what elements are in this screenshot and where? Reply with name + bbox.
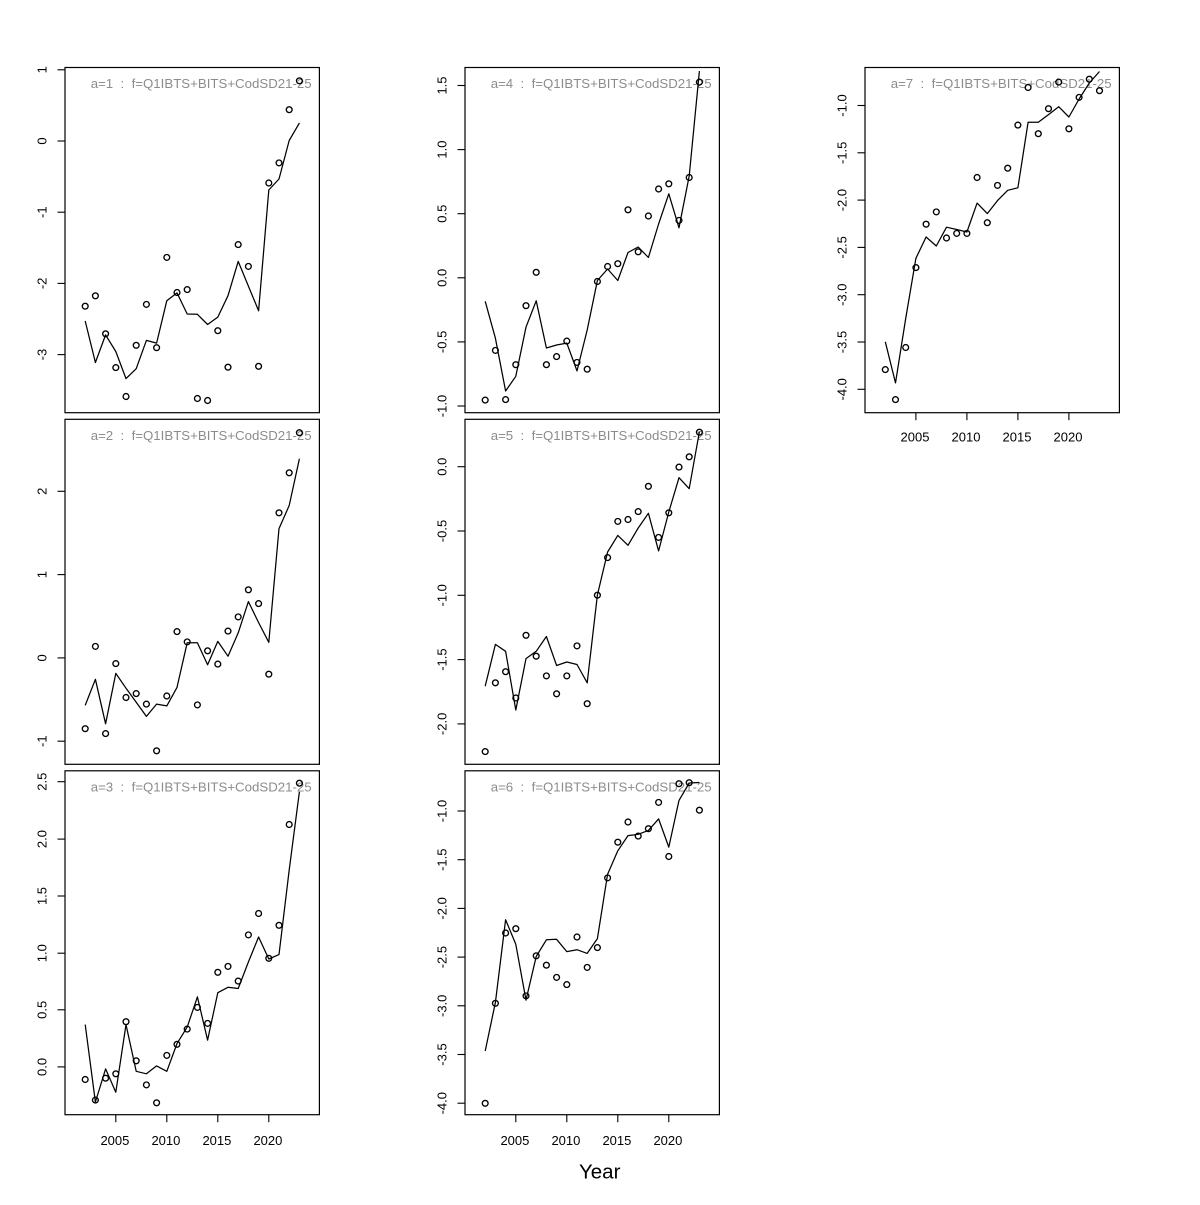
svg-text:-2.0: -2.0 bbox=[434, 713, 449, 735]
svg-text:1: 1 bbox=[34, 571, 49, 578]
svg-text:a=6 : f=Q1IBTS+BITS+CodSD21-: a=6 : f=Q1IBTS+BITS+CodSD21-25 bbox=[491, 779, 712, 794]
svg-text:0.5: 0.5 bbox=[34, 1001, 49, 1019]
svg-text:Year: Year bbox=[579, 1161, 621, 1184]
svg-text:-2.5: -2.5 bbox=[434, 946, 449, 968]
svg-text:-4.0: -4.0 bbox=[434, 1092, 449, 1114]
svg-text:0.0: 0.0 bbox=[34, 1058, 49, 1076]
svg-text:a=7 : f=Q1IBTS+BITS+CodSD21-: a=7 : f=Q1IBTS+BITS+CodSD21-25 bbox=[891, 76, 1112, 91]
svg-text:a=5 : f=Q1IBTS+BITS+CodSD21-: a=5 : f=Q1IBTS+BITS+CodSD21-25 bbox=[491, 428, 712, 443]
svg-text:-1: -1 bbox=[34, 206, 49, 218]
svg-text:2005: 2005 bbox=[500, 1133, 529, 1148]
svg-text:-1: -1 bbox=[34, 735, 49, 747]
svg-text:-2.0: -2.0 bbox=[434, 897, 449, 919]
svg-text:-3.0: -3.0 bbox=[434, 995, 449, 1017]
svg-text:-2.5: -2.5 bbox=[834, 236, 849, 258]
svg-text:-3.0: -3.0 bbox=[834, 283, 849, 305]
svg-text:1.5: 1.5 bbox=[434, 76, 449, 94]
svg-text:2.5: 2.5 bbox=[34, 773, 49, 791]
svg-text:-1.0: -1.0 bbox=[434, 800, 449, 822]
svg-text:0: 0 bbox=[34, 137, 49, 144]
svg-text:2020: 2020 bbox=[253, 1133, 282, 1148]
svg-text:2010: 2010 bbox=[551, 1133, 580, 1148]
svg-text:-0.5: -0.5 bbox=[434, 520, 449, 542]
svg-text:2015: 2015 bbox=[202, 1133, 231, 1148]
svg-text:1.0: 1.0 bbox=[34, 944, 49, 962]
svg-text:1.5: 1.5 bbox=[34, 887, 49, 905]
svg-text:-2.0: -2.0 bbox=[834, 189, 849, 211]
svg-text:-2: -2 bbox=[34, 278, 49, 290]
svg-text:2005: 2005 bbox=[901, 430, 930, 445]
svg-text:-4.0: -4.0 bbox=[834, 378, 849, 400]
svg-text:2015: 2015 bbox=[1003, 430, 1032, 445]
svg-text:a=4 : f=Q1IBTS+BITS+CodSD21-: a=4 : f=Q1IBTS+BITS+CodSD21-25 bbox=[491, 76, 712, 91]
svg-text:2010: 2010 bbox=[952, 430, 981, 445]
svg-text:-0.5: -0.5 bbox=[434, 331, 449, 353]
svg-text:2010: 2010 bbox=[151, 1133, 180, 1148]
svg-text:2015: 2015 bbox=[602, 1133, 631, 1148]
svg-text:-3.5: -3.5 bbox=[834, 331, 849, 353]
svg-text:-3.5: -3.5 bbox=[434, 1043, 449, 1065]
svg-text:1.0: 1.0 bbox=[434, 141, 449, 159]
svg-text:0.0: 0.0 bbox=[434, 269, 449, 287]
svg-text:1: 1 bbox=[34, 66, 49, 73]
svg-text:-1.0: -1.0 bbox=[834, 94, 849, 116]
svg-text:a=3 : f=Q1IBTS+BITS+CodSD21-: a=3 : f=Q1IBTS+BITS+CodSD21-25 bbox=[91, 779, 312, 794]
svg-text:0: 0 bbox=[34, 654, 49, 661]
svg-text:-1.0: -1.0 bbox=[434, 584, 449, 606]
svg-text:-1.0: -1.0 bbox=[434, 395, 449, 417]
svg-text:2.0: 2.0 bbox=[34, 830, 49, 848]
svg-text:2005: 2005 bbox=[100, 1133, 129, 1148]
svg-text:-1.5: -1.5 bbox=[434, 648, 449, 670]
svg-text:2020: 2020 bbox=[653, 1133, 682, 1148]
svg-text:2020: 2020 bbox=[1054, 430, 1083, 445]
svg-text:0.0: 0.0 bbox=[434, 458, 449, 476]
svg-text:-3: -3 bbox=[34, 349, 49, 361]
svg-text:2: 2 bbox=[34, 488, 49, 495]
svg-text:-1.5: -1.5 bbox=[834, 142, 849, 164]
svg-text:a=1 : f=Q1IBTS+BITS+CodSD21-: a=1 : f=Q1IBTS+BITS+CodSD21-25 bbox=[91, 76, 312, 91]
svg-text:a=2 : f=Q1IBTS+BITS+CodSD21-: a=2 : f=Q1IBTS+BITS+CodSD21-25 bbox=[91, 428, 312, 443]
svg-text:-1.5: -1.5 bbox=[434, 848, 449, 870]
svg-text:0.5: 0.5 bbox=[434, 205, 449, 223]
